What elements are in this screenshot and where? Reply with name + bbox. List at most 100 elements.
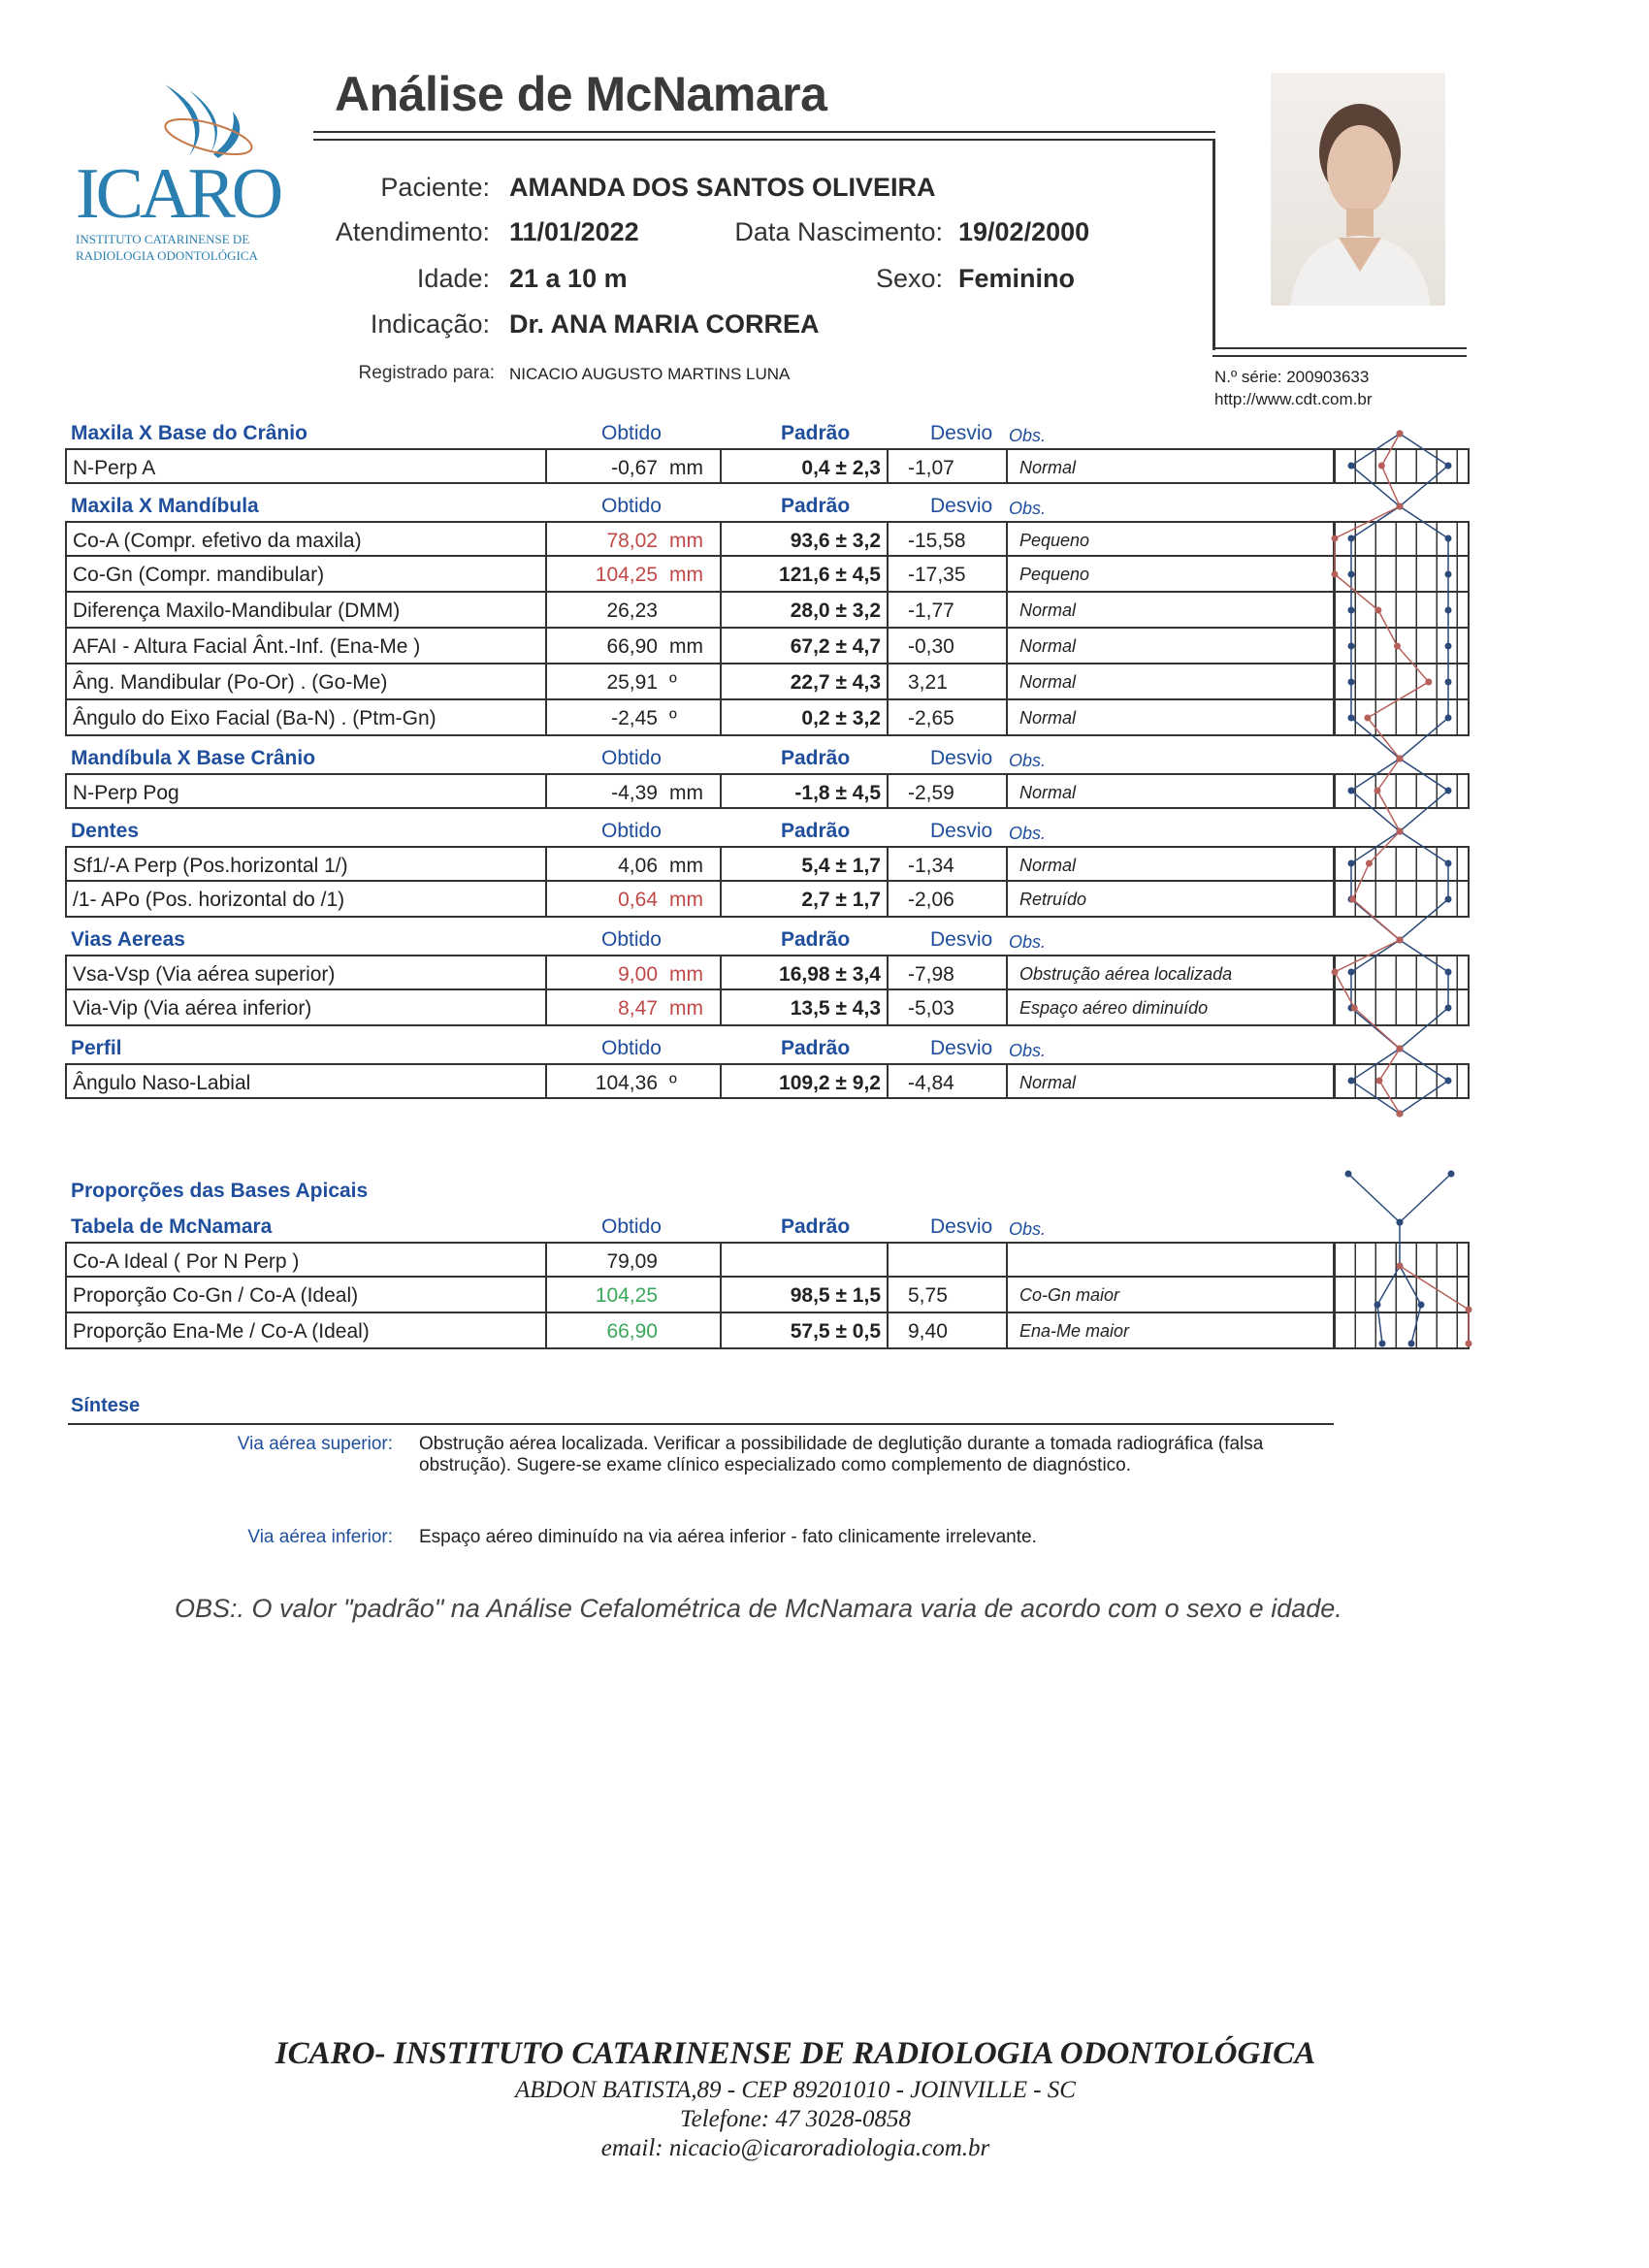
obs-value: Normal <box>1006 1065 1333 1099</box>
section-title: Mandíbula X Base Crânio <box>71 747 316 769</box>
idade-label: Idade: <box>416 264 490 293</box>
table-row: /1- APo (Pos. horizontal do /1) 0,64 mm 2,7… <box>65 882 1471 918</box>
obtido-cell: 79,09 <box>545 1244 720 1278</box>
patient-line-point <box>1365 859 1373 867</box>
obtido-cell: -0,67 mm <box>545 450 720 484</box>
column-padrao: Padrão <box>781 820 851 842</box>
unit: mm <box>669 963 703 986</box>
patient-line-point <box>1350 1004 1358 1012</box>
column-obs: Obs. <box>1009 751 1047 770</box>
padrao-value: 98,5 ± 1,5 <box>720 1278 887 1312</box>
paciente-value: AMANDA DOS SANTOS OLIVEIRA <box>509 173 936 202</box>
desvio-value: 9,40 <box>887 1313 1006 1347</box>
patient-line-point <box>1349 895 1357 903</box>
column-obs: Obs. <box>1009 824 1047 843</box>
obtido-cell: 0,64 mm <box>545 882 720 916</box>
obtido-cell: -2,45 º <box>545 700 720 734</box>
obs-value: Normal <box>1006 700 1333 734</box>
proportion-left-line-point <box>1396 1218 1404 1226</box>
sexo-label: Sexo: <box>875 264 943 293</box>
norm-right-line-point <box>1444 859 1452 867</box>
person-portrait-icon <box>1290 104 1431 306</box>
proportion-top-line-point <box>1447 1170 1455 1178</box>
obtido-value: 9,00 <box>618 963 658 986</box>
sexo-value: Feminino <box>958 264 1075 293</box>
obs-value: Normal <box>1006 664 1333 698</box>
unit: º <box>669 707 677 729</box>
norm-right-line-point <box>1444 462 1452 470</box>
column-obs: Obs. <box>1009 932 1047 952</box>
column-desvio: Desvio <box>930 422 993 444</box>
desvio-value: -2,65 <box>887 700 1006 734</box>
section-title: Dentes <box>71 820 140 842</box>
logo-wordmark: ICARO <box>76 154 283 234</box>
obtido-value: 8,47 <box>618 997 658 1020</box>
obs-value: Ena-Me maior <box>1006 1313 1333 1347</box>
serie-number: N.º série: 200903633 <box>1214 368 1370 386</box>
norm-left-line-point <box>1347 1077 1355 1085</box>
divider <box>313 139 1215 141</box>
patient-line-point <box>1331 570 1339 578</box>
patient-photo <box>1271 73 1445 306</box>
section-header: Perfil Obtido Padrão Desvio Obs. <box>65 1034 1470 1063</box>
desvio-value: -4,84 <box>887 1065 1006 1099</box>
column-obs: Obs. <box>1009 1041 1047 1060</box>
column-padrao: Padrão <box>781 747 851 769</box>
obs-value: Normal <box>1006 848 1333 882</box>
unit: º <box>669 1072 677 1094</box>
indicacao-label: Indicação: <box>370 309 490 339</box>
norm-right-line-point <box>1444 570 1452 578</box>
obs-value: Normal <box>1006 593 1333 627</box>
section-title: Tabela de McNamara <box>71 1215 273 1238</box>
logo-line1: INSTITUTO CATARINENSE DE <box>76 232 250 246</box>
obtido-value: 104,25 <box>595 564 658 586</box>
obtido-value: -0,67 <box>611 457 658 479</box>
section-title: Perfil <box>71 1037 122 1059</box>
norm-right-line-point <box>1444 714 1452 722</box>
logo-line2: RADIOLOGIA ODONTOLÓGICA <box>76 248 258 263</box>
desvio-value: -1,07 <box>887 450 1006 484</box>
norm-right-line-point <box>1444 678 1452 686</box>
obtido-value: 26,23 <box>606 599 658 622</box>
section-title: Maxila X Base do Crânio <box>71 422 307 444</box>
padrao-value: 109,2 ± 9,2 <box>720 1065 887 1099</box>
norm-left-line-point <box>1347 968 1355 976</box>
measure-name: N-Perp Pog <box>73 782 179 804</box>
patient-line-point <box>1393 642 1401 650</box>
website-link: http://www.cdt.com.br <box>1214 390 1373 408</box>
column-padrao: Padrão <box>781 1037 851 1059</box>
proportion-top-line-point <box>1344 1170 1352 1178</box>
footer-address: ABDON BATISTA,89 - CEP 89201010 - JOINVI… <box>515 2077 1076 2103</box>
column-obtido: Obtido <box>601 1215 662 1238</box>
desvio-value <box>887 1244 1006 1278</box>
analysis-table: Maxila X Base do Crânio Obtido Padrão Desvi… <box>65 419 1471 1099</box>
footer-institution: ICARO- INSTITUTO CATARINENSE DE RADIOLOG… <box>275 2036 1316 2071</box>
measure-name: Co-A Ideal ( Por N Perp ) <box>73 1250 300 1273</box>
norm-left-line-point <box>1347 570 1355 578</box>
padrao-value: 16,98 ± 3,4 <box>720 956 887 990</box>
column-desvio: Desvio <box>930 1037 993 1059</box>
paciente-label: Paciente: <box>380 173 490 202</box>
obtido-value: 25,91 <box>606 671 658 694</box>
indicacao-value: Dr. ANA MARIA CORREA <box>509 309 820 339</box>
obtido-value: 0,64 <box>618 889 658 911</box>
icaro-logo: ICARO INSTITUTO CATARINENSE DE RADIOLOGI… <box>73 82 335 267</box>
obs-value: Obstrução aérea localizada <box>1006 956 1333 990</box>
patient-line-point <box>1396 1045 1404 1053</box>
table-row: Co-A Ideal ( Por N Perp ) 79,09 <box>65 1242 1471 1278</box>
obtido-value: 78,02 <box>606 530 658 552</box>
patient-line-point <box>1331 535 1339 542</box>
column-obtido: Obtido <box>601 747 662 769</box>
norm-right-line-point <box>1444 535 1452 542</box>
patient-line-point <box>1374 787 1381 794</box>
norm-right-line-point <box>1444 787 1452 794</box>
unit: mm <box>669 855 703 877</box>
desvio-value: 3,21 <box>887 664 1006 698</box>
norm-right-line-point <box>1444 968 1452 976</box>
measure-name: Diferença Maxilo-Mandibular (DMM) <box>73 599 401 622</box>
desvio-value: -2,59 <box>887 775 1006 809</box>
padrao-value: 28,0 ± 3,2 <box>720 593 887 627</box>
atendimento-label: Atendimento: <box>335 217 490 246</box>
norm-left-line-point <box>1347 787 1355 794</box>
unit: mm <box>669 889 703 911</box>
